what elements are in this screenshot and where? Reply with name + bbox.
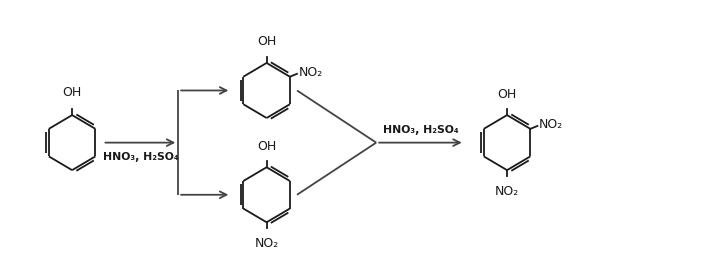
Text: OH: OH <box>498 88 517 101</box>
Text: OH: OH <box>257 140 276 153</box>
Text: HNO₃, H₂SO₄: HNO₃, H₂SO₄ <box>102 152 178 162</box>
Text: OH: OH <box>62 86 82 99</box>
Text: NO₂: NO₂ <box>539 118 563 131</box>
Text: OH: OH <box>257 36 276 48</box>
Text: NO₂: NO₂ <box>495 185 519 198</box>
Text: HNO₃, H₂SO₄: HNO₃, H₂SO₄ <box>383 125 458 135</box>
Text: NO₂: NO₂ <box>254 237 279 250</box>
Text: NO₂: NO₂ <box>298 66 322 79</box>
